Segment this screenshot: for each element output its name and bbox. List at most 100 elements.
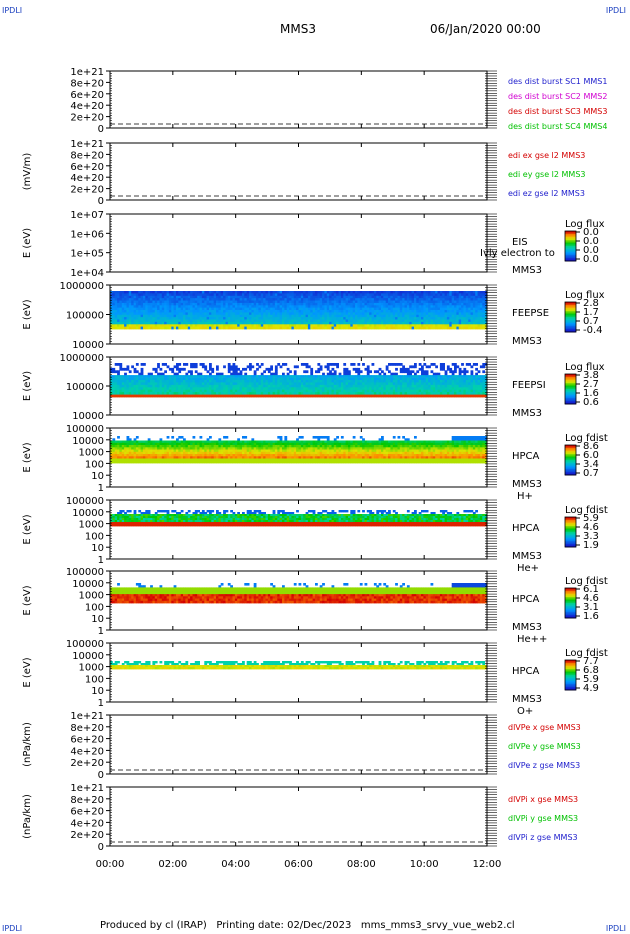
legend-entry: dlVPi z gse MMS3: [508, 833, 578, 842]
y-tick-label: 1e+21: [70, 67, 104, 78]
x-tick-label: 06:00: [284, 859, 313, 870]
colorbar-tick-label: 6.1: [583, 584, 599, 595]
y-tick-label: 100: [85, 674, 104, 685]
colorbar-tick-label: 3.3: [583, 531, 599, 542]
spacecraft-label: MMS3: [512, 622, 542, 633]
x-tick-label: 00:00: [96, 859, 125, 870]
y-tick-label: 8e+20: [70, 78, 104, 89]
colorbar-tick-label: 0.0: [583, 245, 599, 256]
colorbar-tick-label: 0.7: [583, 468, 599, 479]
y-tick-label: 10000: [72, 579, 104, 590]
spectrogram: [110, 510, 488, 527]
colorbar-tick-label: 2.8: [583, 298, 599, 309]
y-tick-label: 1e+05: [70, 249, 104, 260]
colorbar-tick-label: 0.6: [583, 397, 599, 408]
species-label: He+: [517, 563, 539, 574]
instrument-label: FEEPSE: [512, 308, 549, 319]
y-axis-label: (nPa/km): [22, 794, 33, 839]
colorbar-tick-label: 3.8: [583, 370, 599, 381]
y-axis-label: E (eV): [22, 585, 33, 615]
colorbar: [564, 230, 577, 262]
y-tick-label: 1000: [79, 591, 104, 602]
panel-frame: [109, 642, 488, 703]
instrument-label: FEEPSI: [512, 380, 546, 391]
colorbar-label: Log flux: [565, 362, 605, 373]
spectrogram: [110, 436, 488, 464]
instrument-label: HPCA: [512, 523, 540, 534]
legend-entry: dlVPi y gse MMS3: [508, 814, 578, 823]
y-tick-label: 10000: [72, 508, 104, 519]
colorbar-label: Log fdist: [565, 648, 608, 659]
y-tick-label: 4e+20: [70, 101, 104, 112]
y-tick-label: 4e+20: [70, 818, 104, 829]
y-tick-label: 1e+21: [70, 711, 104, 722]
legend-entry: dlVPi x gse MMS3: [508, 795, 578, 804]
y-tick-label: 2e+20: [70, 758, 104, 769]
instrument-label: HPCA: [512, 666, 540, 677]
y-axis-label: E (eV): [22, 657, 33, 687]
spacecraft-label: MMS3: [512, 336, 542, 347]
corner-label-bottom-right: IPDLI: [605, 924, 626, 933]
y-tick-label: 100000: [66, 382, 104, 393]
y-tick-label: 1e+06: [70, 229, 104, 240]
colorbar-tick-label: -0.4: [583, 325, 603, 336]
colorbar-tick-label: 3.4: [583, 459, 599, 470]
y-tick-label: 4e+20: [70, 173, 104, 184]
species-label: He++: [517, 634, 547, 645]
corner-label-top-right: IPDLI: [605, 6, 626, 15]
x-tick-label: 08:00: [347, 859, 376, 870]
legend-entry: edi ez gse l2 MMS3: [508, 189, 585, 198]
y-tick-label: 100000: [66, 639, 104, 650]
y-tick-label: 1000: [79, 663, 104, 674]
spectrogram: [110, 291, 488, 330]
y-tick-label: 1e+07: [70, 210, 104, 221]
y-tick-label: 100: [85, 602, 104, 613]
panel-4: 1000000 100000 10000 E (eV) FEEPSE MMS3 Log fl…: [22, 281, 605, 351]
y-tick-label: 100000: [66, 567, 104, 578]
y-tick-label: 10: [91, 471, 104, 482]
y-tick-label: 6e+20: [70, 735, 104, 746]
colorbar-tick-label: 1.7: [583, 307, 599, 318]
colorbar: [564, 587, 577, 619]
colorbar-tick-label: 4.6: [583, 593, 599, 604]
corner-label-bottom-left: IPDLI: [2, 924, 23, 933]
y-tick-label: 8e+20: [70, 723, 104, 734]
species-label: H+: [517, 491, 533, 502]
footer: Produced by cl (IRAP) Printing date: 02/…: [100, 920, 515, 931]
y-tick-label: 100000: [66, 496, 104, 507]
y-tick-label: 2e+20: [70, 113, 104, 124]
y-tick-label: 1000000: [59, 353, 104, 364]
colorbar-tick-label: 1.9: [583, 540, 599, 551]
spacecraft-label: MMS3: [512, 265, 542, 276]
panel-frame: [109, 142, 488, 201]
colorbar-tick-label: 0.0: [583, 254, 599, 265]
legend-entry: des dist burst SC3 MMS3: [508, 107, 607, 116]
y-tick-label: 1: [98, 698, 104, 709]
y-tick-label: 2e+20: [70, 185, 104, 196]
colorbar-label: Log fdist: [565, 576, 608, 587]
overlay-label: Ivly electron to: [480, 248, 555, 259]
x-tick-label: 02:00: [158, 859, 187, 870]
y-tick-label: 6e+20: [70, 90, 104, 101]
colorbar-label: Log fdist: [565, 505, 608, 516]
footer-script-name: mms_mms3_srvy_vue_web2.cl: [360, 920, 515, 931]
spectrogram: [110, 583, 488, 604]
y-tick-label: 10000: [72, 651, 104, 662]
y-tick-label: 1e+21: [70, 783, 104, 794]
instrument-label: HPCA: [512, 594, 540, 605]
y-tick-label: 100: [85, 459, 104, 470]
colorbar: [564, 444, 577, 476]
spacecraft-label: MMS3: [512, 479, 542, 490]
y-tick-label: 0: [98, 770, 104, 781]
y-tick-label: 6e+20: [70, 162, 104, 173]
y-tick-label: 1000: [79, 520, 104, 531]
y-tick-label: 1: [98, 555, 104, 566]
panel-frame: [109, 714, 488, 775]
legend-entry: dlVPe y gse MMS3: [508, 742, 581, 751]
colorbar-tick-label: 6.8: [583, 665, 599, 676]
y-tick-label: 1000: [79, 448, 104, 459]
